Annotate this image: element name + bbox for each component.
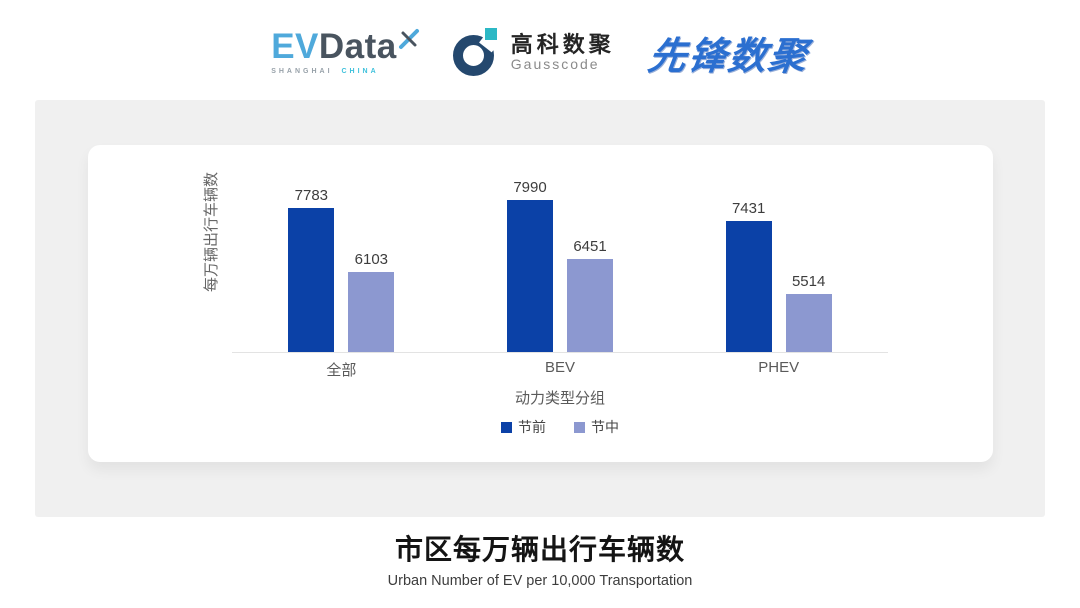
- bar-group: 7783 6103: [288, 186, 395, 352]
- xianfeng-wordmark: 先锋数聚: [645, 35, 812, 78]
- category-axis: 全部 BEV PHEV: [232, 359, 888, 379]
- legend-item: 节前: [501, 417, 546, 437]
- bar-column: 7431: [725, 199, 772, 352]
- bar-column: 6451: [567, 237, 613, 352]
- bar: [288, 208, 335, 352]
- chart-caption: 市区每万辆出行车辆数 Urban Number of EV per 10,000…: [0, 528, 1080, 589]
- evdata-ev-text: EV: [271, 27, 319, 66]
- evdata-china-text: CHINA: [341, 68, 379, 75]
- evdata-wordmark: EV Data: [271, 29, 419, 64]
- gausscode-teal-square: [484, 28, 497, 40]
- bar-column: 6103: [348, 250, 395, 352]
- evdata-shanghai-text: SHANGHAI: [271, 68, 333, 75]
- xianfeng-logo: 先锋数聚: [645, 25, 811, 80]
- bar-value-label: 6451: [573, 237, 607, 255]
- bar-value-label: 5514: [791, 272, 826, 290]
- chart-title: 市区每万辆出行车辆数: [394, 534, 685, 565]
- legend: 节前 节中: [232, 417, 888, 437]
- bar: [785, 294, 832, 352]
- bar-value-label: 7431: [731, 199, 766, 217]
- bar: [348, 272, 395, 352]
- x-axis-label: 动力类型分组: [514, 390, 605, 407]
- bar: [567, 259, 613, 352]
- chart-card: 每万辆出行车辆数 7783 6103 7990 6451 7431 5514 全部 BEV P…: [88, 145, 993, 462]
- evdata-logo: EV Data SHANGHAI CHINA: [271, 29, 419, 75]
- bar-column: 5514: [785, 272, 832, 352]
- legend-label: 节中: [591, 419, 619, 435]
- legend-item: 节中: [574, 417, 619, 437]
- gausscode-en-text: Gausscode: [510, 55, 600, 72]
- category-label: BEV: [544, 359, 576, 376]
- bar-value-label: 6103: [354, 250, 389, 268]
- chart-subtitle: Urban Number of EV per 10,000 Transporta…: [387, 573, 693, 589]
- chart-panel: 每万辆出行车辆数 7783 6103 7990 6451 7431 5514 全部 BEV P…: [35, 100, 1045, 517]
- bar-value-label: 7783: [294, 186, 329, 204]
- category-label: 全部: [326, 362, 357, 379]
- legend-swatch-icon: [501, 421, 512, 433]
- y-axis-label: 每万辆出行车辆数: [203, 172, 220, 293]
- bar-group: 7990 6451: [507, 178, 613, 352]
- bar: [725, 221, 772, 352]
- gausscode-ring-shape: [452, 35, 494, 76]
- bar-group: 7431 5514: [725, 199, 832, 352]
- gausscode-g-icon: [452, 28, 501, 76]
- evdata-data-text: Data: [318, 27, 397, 66]
- bar-value-label: 7990: [513, 178, 547, 196]
- evdata-star-icon: [398, 29, 419, 49]
- gausscode-cn-text: 高科数聚: [510, 31, 615, 57]
- gausscode-text: 高科数聚 Gausscode: [511, 32, 615, 73]
- bar: [507, 200, 553, 352]
- legend-swatch-icon: [574, 421, 585, 433]
- header: EV Data SHANGHAI CHINA 高科数聚 Gausscode 先锋数…: [0, 14, 1080, 90]
- bar-column: 7990: [507, 178, 553, 352]
- category-label: PHEV: [758, 359, 800, 376]
- bar-column: 7783: [288, 186, 335, 352]
- evdata-subtitle: SHANGHAI CHINA: [271, 68, 419, 75]
- gausscode-logo: 高科数聚 Gausscode: [452, 28, 615, 76]
- plot-area: 7783 6103 7990 6451 7431 5514: [232, 165, 888, 353]
- legend-label: 节前: [518, 419, 546, 435]
